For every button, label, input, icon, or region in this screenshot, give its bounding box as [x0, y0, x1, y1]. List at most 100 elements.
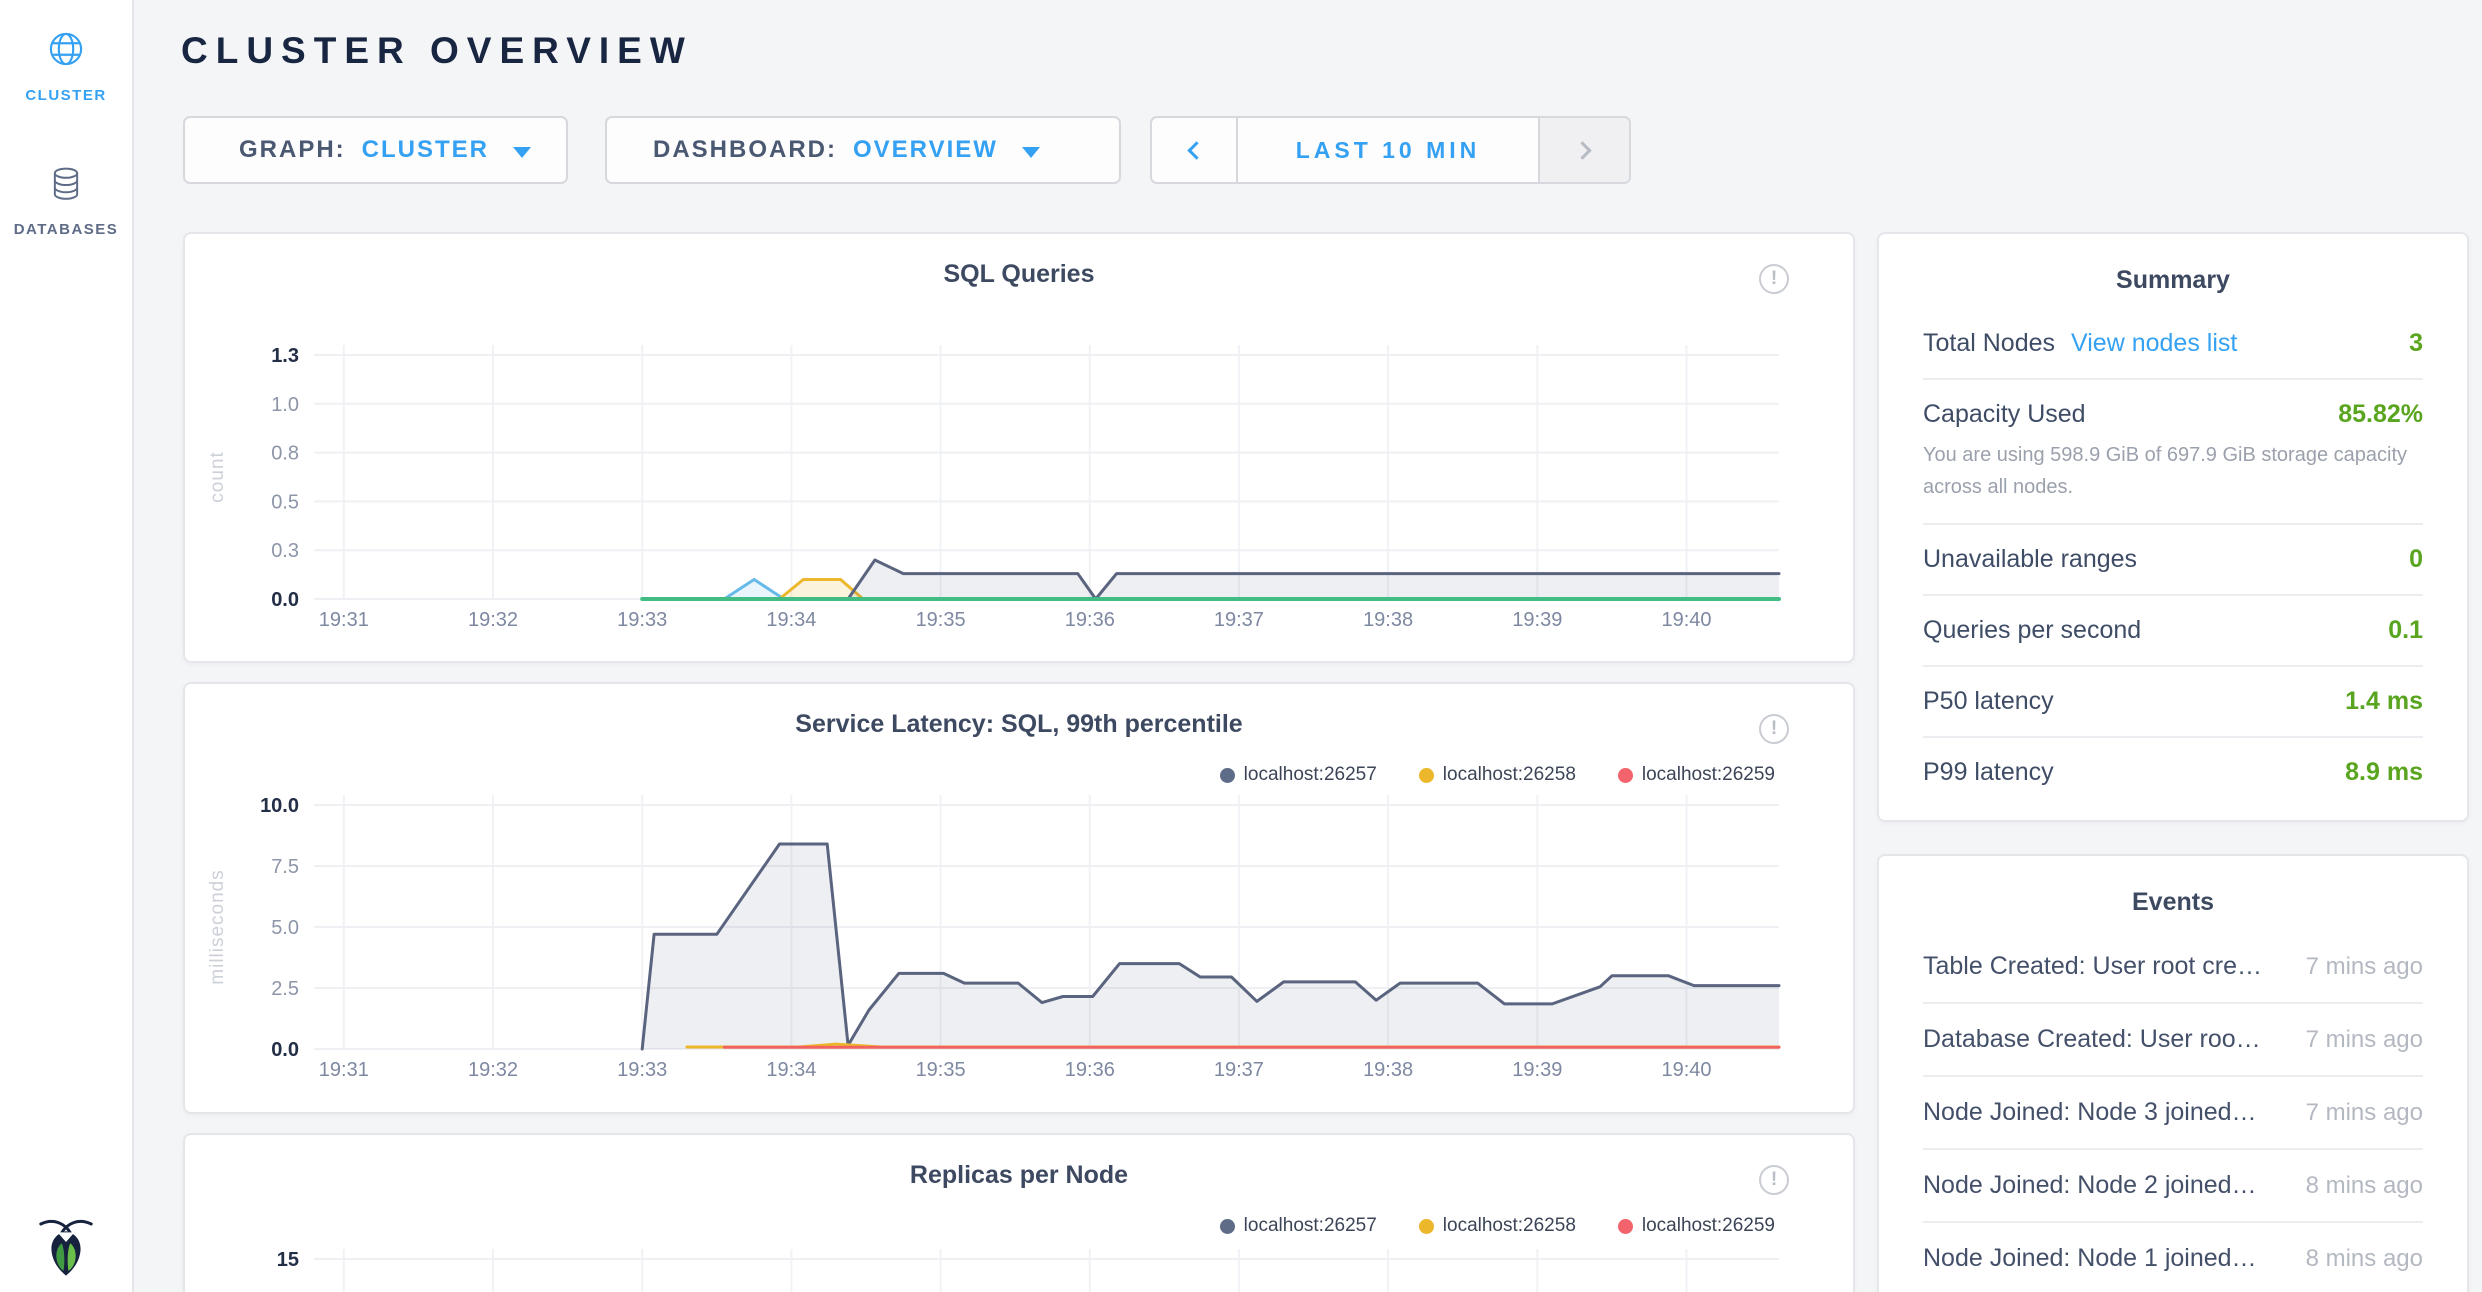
- total-nodes-value: 3: [2409, 329, 2423, 357]
- legend-dot-icon: [1617, 1218, 1633, 1234]
- legend-item[interactable]: localhost:26258: [1418, 764, 1576, 786]
- svg-text:19:32: 19:32: [468, 609, 518, 631]
- chart-title: Replicas per Node: [909, 1161, 1129, 1189]
- service-latency-chart: 19:31 19:32 19:33 19:34 19:35 19:36 19:37 19:38…: [207, 795, 1781, 1081]
- svg-text:1.0: 1.0: [271, 394, 299, 416]
- svg-text:19:33: 19:33: [617, 1059, 667, 1081]
- svg-text:19:38: 19:38: [1363, 609, 1413, 631]
- legend-dot-icon: [1418, 1218, 1434, 1234]
- svg-text:19:31: 19:31: [319, 1059, 369, 1081]
- svg-text:19:39: 19:39: [1512, 1059, 1562, 1081]
- events-title: Events: [2132, 888, 2214, 916]
- svg-text:19:32: 19:32: [468, 1059, 518, 1081]
- row-value: 0: [2409, 545, 2423, 573]
- sidebar-item-cluster[interactable]: CLUSTER: [25, 26, 106, 104]
- view-nodes-list-link[interactable]: View nodes list: [2071, 329, 2238, 357]
- svg-text:19:31: 19:31: [319, 609, 369, 631]
- svg-text:10.0: 10.0: [260, 795, 299, 817]
- svg-text:19:36: 19:36: [1065, 609, 1115, 631]
- capacity-value: 85.82%: [2338, 400, 2423, 428]
- chevron-down-icon: [1021, 146, 1040, 158]
- event-row[interactable]: Table Created: User root cre… 7 mins ago: [1923, 931, 2423, 1004]
- dashboard-dropdown-value: OVERVIEW: [853, 136, 998, 163]
- svg-text:19:36: 19:36: [1065, 1059, 1115, 1081]
- svg-text:1.3: 1.3: [271, 345, 299, 367]
- svg-text:milliseconds: milliseconds: [207, 869, 228, 984]
- svg-text:19:34: 19:34: [766, 1059, 816, 1081]
- chart-legend: localhost:26257 localhost:26258 localhos…: [1219, 764, 1775, 786]
- dashboard-dropdown[interactable]: DASHBOARD: OVERVIEW: [605, 116, 1121, 184]
- event-time: 8 mins ago: [2305, 1171, 2423, 1199]
- svg-text:19:37: 19:37: [1214, 609, 1264, 631]
- graph-dropdown[interactable]: GRAPH: CLUSTER: [183, 116, 568, 184]
- event-row[interactable]: Node Joined: Node 3 joined… 7 mins ago: [1923, 1077, 2423, 1150]
- event-time: 7 mins ago: [2305, 1098, 2423, 1126]
- row-value: 0.1: [2388, 616, 2423, 644]
- chart-title: SQL Queries: [943, 260, 1095, 288]
- legend-label: localhost:26257: [1243, 764, 1377, 785]
- event-row[interactable]: Database Created: User roo… 7 mins ago: [1923, 1004, 2423, 1077]
- svg-text:19:33: 19:33: [617, 609, 667, 631]
- summary-row-queries-per-second: Queries per second 0.1: [1923, 596, 2423, 667]
- svg-text:0.0: 0.0: [271, 1039, 299, 1061]
- time-range-next-button[interactable]: [1538, 118, 1629, 182]
- replicas-per-node-chart: 15: [277, 1249, 1779, 1292]
- summary-row-capacity: Capacity Used 85.82% You are using 598.9…: [1923, 380, 2423, 525]
- svg-text:2.5: 2.5: [271, 978, 299, 1000]
- event-text: Database Created: User roo…: [1923, 1025, 2261, 1053]
- graph-dropdown-value: CLUSTER: [361, 136, 490, 163]
- legend-label: localhost:26257: [1243, 1215, 1377, 1236]
- svg-text:19:40: 19:40: [1661, 1059, 1711, 1081]
- sidebar-item-databases[interactable]: DATABASES: [14, 164, 119, 238]
- chevron-down-icon: [513, 146, 532, 158]
- dashboard-dropdown-label: DASHBOARD:: [653, 136, 837, 163]
- cockroachdb-logo-icon: [36, 1205, 96, 1284]
- event-time: 8 mins ago: [2305, 1244, 2423, 1272]
- capacity-note: You are using 598.9 GiB of 697.9 GiB sto…: [1923, 444, 2408, 498]
- total-nodes-label: Total Nodes: [1923, 329, 2056, 357]
- legend-label: localhost:26258: [1442, 764, 1576, 785]
- svg-text:19:40: 19:40: [1661, 609, 1711, 631]
- legend-label: localhost:26258: [1442, 1215, 1576, 1236]
- svg-text:19:35: 19:35: [916, 1059, 966, 1081]
- svg-text:7.5: 7.5: [271, 856, 299, 878]
- legend-dot-icon: [1219, 767, 1235, 783]
- svg-text:0.0: 0.0: [271, 589, 299, 611]
- row-label: Unavailable ranges: [1923, 545, 2138, 573]
- svg-text:5.0: 5.0: [271, 917, 299, 939]
- legend-item[interactable]: localhost:26257: [1219, 764, 1377, 786]
- sql-queries-chart-panel: 19:31 19:32 19:33 19:34 19:35 19:36 19:37 19:38…: [183, 232, 1855, 663]
- summary-row-unavailable-ranges: Unavailable ranges 0: [1923, 525, 2423, 596]
- replicas-per-node-chart-panel: 15 Replicas per Node ! localhost:26257 l…: [183, 1133, 1855, 1292]
- event-text: Table Created: User root cre…: [1923, 952, 2263, 980]
- event-row[interactable]: Node Joined: Node 2 joined… 8 mins ago: [1923, 1150, 2423, 1223]
- database-icon: [45, 164, 87, 211]
- time-range-selector: LAST 10 MIN: [1150, 116, 1631, 184]
- sidebar-item-label: CLUSTER: [25, 87, 107, 104]
- service-latency-chart-panel: 19:31 19:32 19:33 19:34 19:35 19:36 19:37 19:38…: [183, 682, 1855, 1114]
- summary-row-p99-latency: P99 latency 8.9 ms: [1923, 738, 2423, 807]
- info-icon[interactable]: !: [1759, 714, 1789, 744]
- row-label: Queries per second: [1923, 616, 2142, 644]
- svg-text:0.3: 0.3: [271, 540, 299, 562]
- legend-dot-icon: [1617, 767, 1633, 783]
- svg-text:15: 15: [277, 1249, 299, 1271]
- legend-dot-icon: [1418, 767, 1434, 783]
- time-range-prev-button[interactable]: [1152, 118, 1238, 182]
- event-row[interactable]: Node Joined: Node 1 joined… 8 mins ago: [1923, 1223, 2423, 1292]
- globe-icon: [43, 26, 89, 77]
- legend-item[interactable]: localhost:26259: [1617, 764, 1775, 786]
- svg-text:count: count: [207, 451, 228, 502]
- legend-item[interactable]: localhost:26259: [1617, 1215, 1775, 1237]
- chart-legend: localhost:26257 localhost:26258 localhos…: [1219, 1215, 1775, 1237]
- time-range-label[interactable]: LAST 10 MIN: [1295, 136, 1481, 163]
- svg-text:19:39: 19:39: [1512, 609, 1562, 631]
- legend-item[interactable]: localhost:26257: [1219, 1215, 1377, 1237]
- info-icon[interactable]: !: [1759, 1165, 1789, 1195]
- svg-text:19:34: 19:34: [766, 609, 816, 631]
- info-icon[interactable]: !: [1759, 264, 1789, 294]
- chevron-left-icon: [1186, 140, 1206, 160]
- chart-title: Service Latency: SQL, 99th percentile: [795, 710, 1243, 738]
- legend-item[interactable]: localhost:26258: [1418, 1215, 1576, 1237]
- row-label: P99 latency: [1923, 758, 2054, 786]
